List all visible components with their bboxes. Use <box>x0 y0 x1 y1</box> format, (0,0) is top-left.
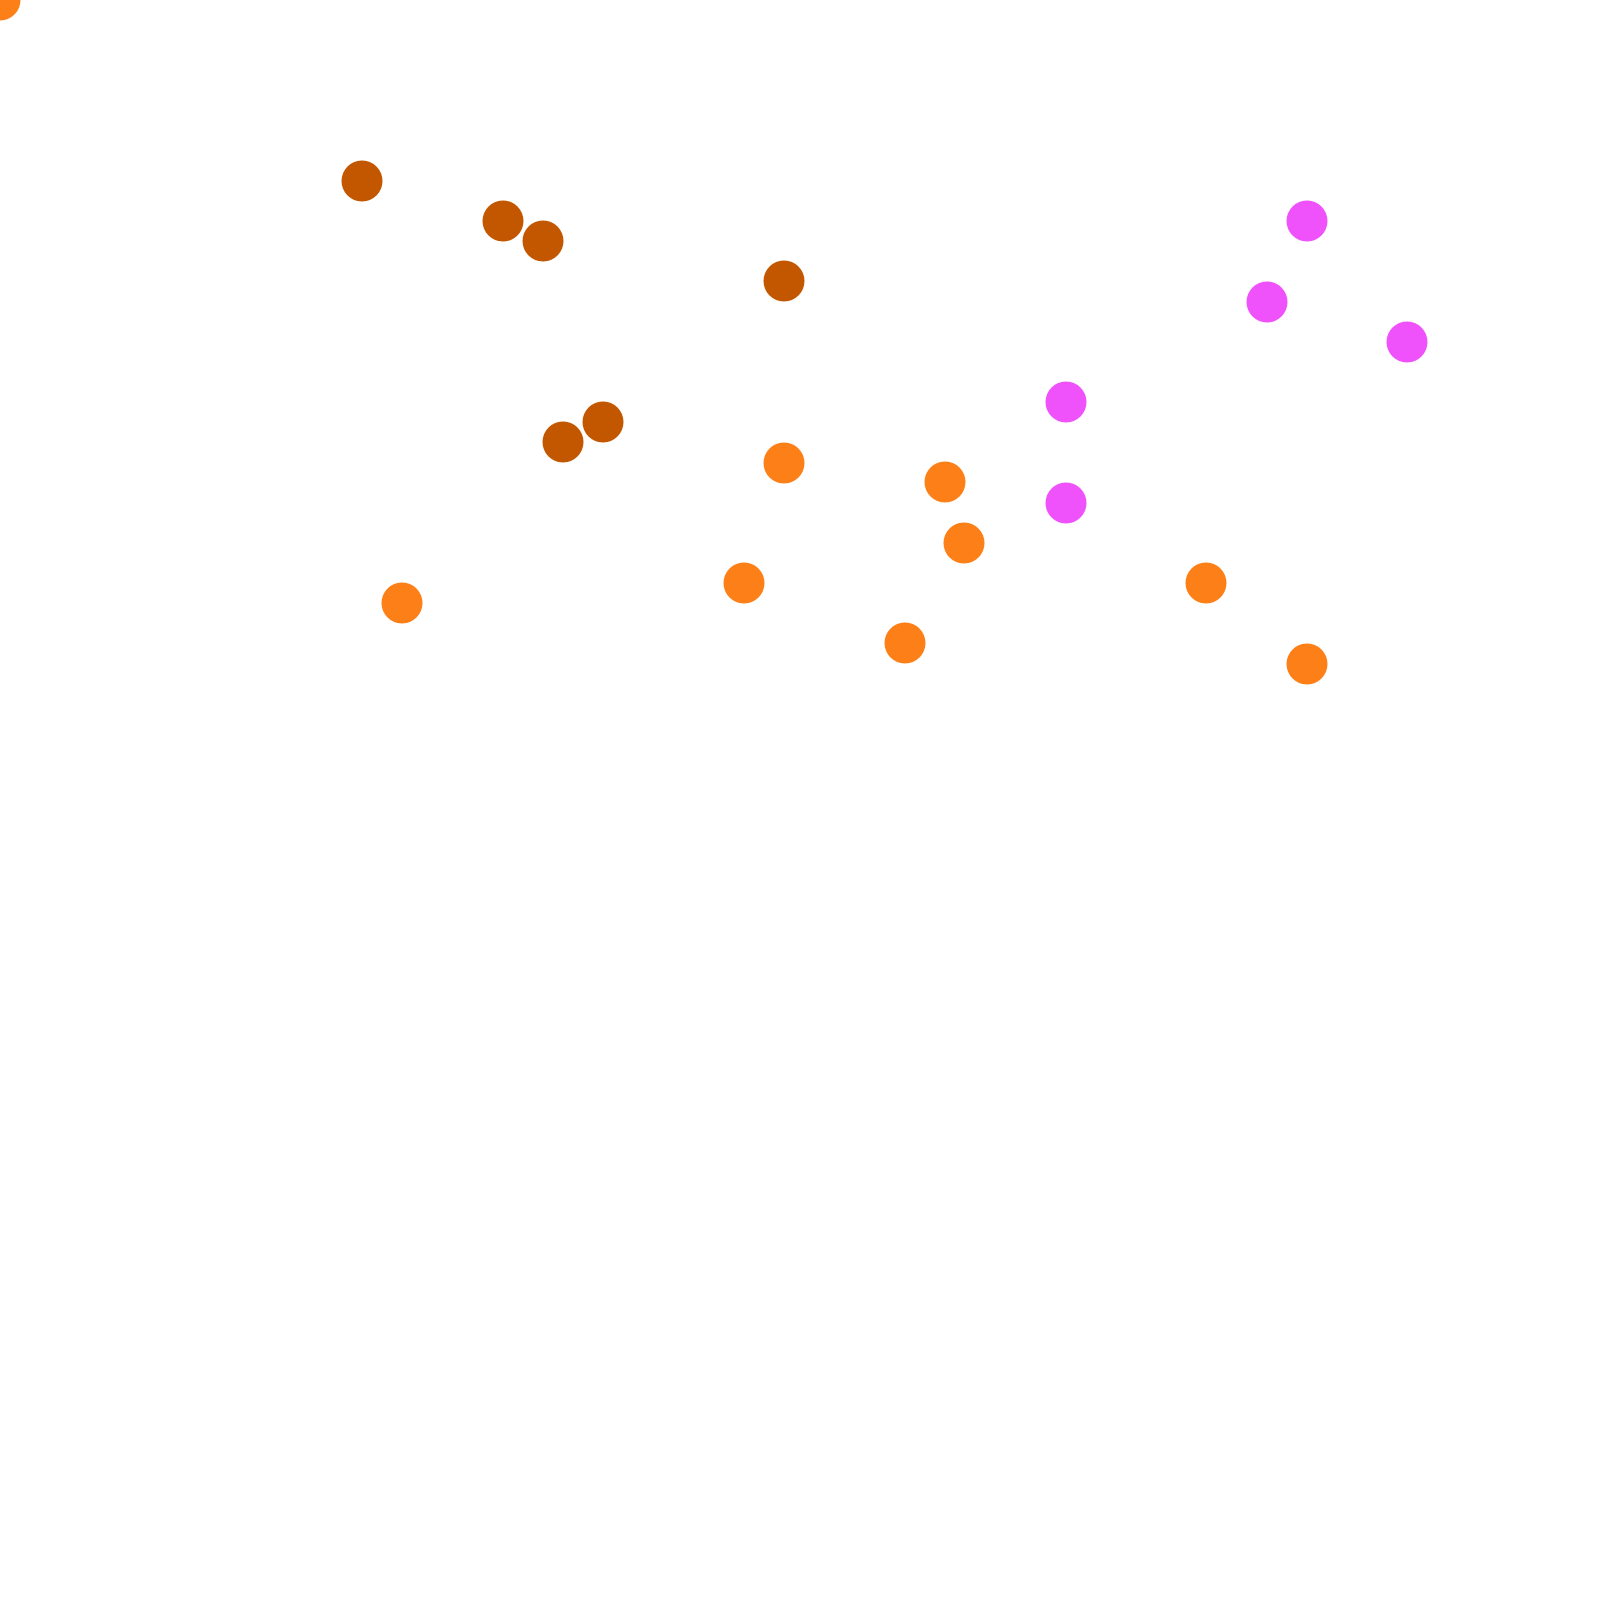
dot <box>542 421 584 463</box>
dot <box>943 522 985 564</box>
dot <box>341 160 383 202</box>
dot <box>1246 281 1288 323</box>
dot <box>482 200 524 242</box>
dot <box>582 401 624 443</box>
dot <box>0 0 21 21</box>
dot <box>1185 562 1227 604</box>
dot <box>884 622 926 664</box>
dot <box>1286 643 1328 685</box>
dot <box>924 461 966 503</box>
dot <box>723 562 765 604</box>
dot <box>763 442 805 484</box>
dot <box>1386 321 1428 363</box>
dot <box>1286 200 1328 242</box>
dot <box>522 220 564 262</box>
dot <box>1045 482 1087 524</box>
dot <box>763 260 805 302</box>
dot <box>1045 381 1087 423</box>
dot <box>381 582 423 624</box>
